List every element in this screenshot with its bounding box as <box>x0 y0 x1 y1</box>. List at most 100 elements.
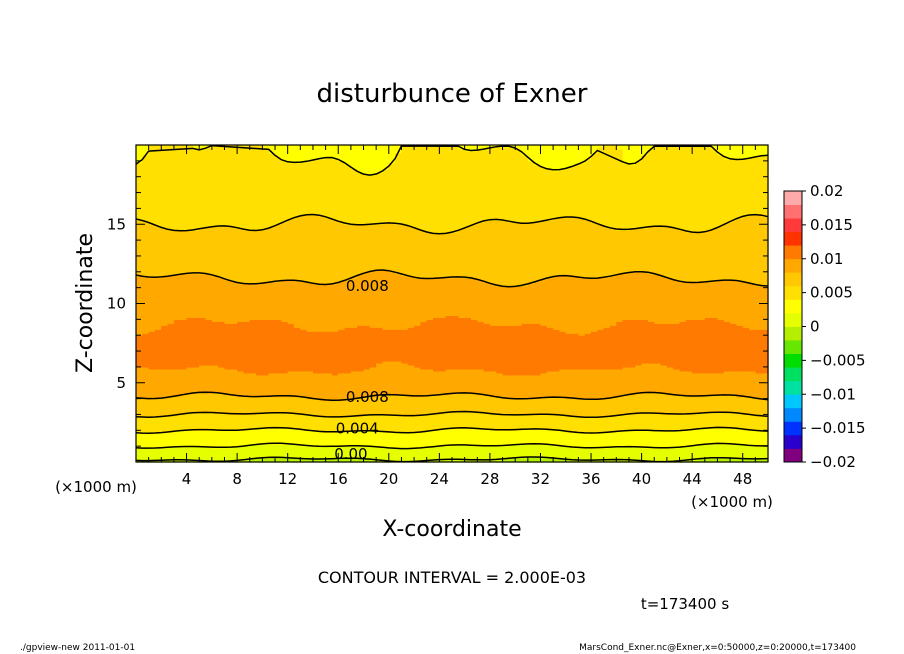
field-cell <box>186 259 194 263</box>
field-cell <box>167 364 175 368</box>
field-cell <box>173 313 181 316</box>
field-cell <box>275 349 282 352</box>
field-cell <box>192 424 200 427</box>
field-cell <box>173 347 181 350</box>
field-cell <box>237 176 245 180</box>
field-cell <box>237 319 245 322</box>
field-cell <box>161 232 169 235</box>
field-cell <box>224 396 232 400</box>
field-cell <box>167 418 175 421</box>
field-cell <box>192 402 200 406</box>
field-cell <box>281 374 289 378</box>
field-cell <box>192 434 200 437</box>
field-cell <box>148 420 156 423</box>
field-cell <box>237 228 245 231</box>
field-cell <box>173 251 181 255</box>
field-cell <box>230 355 238 358</box>
field-cell <box>243 353 251 356</box>
field-cell <box>249 382 257 386</box>
field-cell <box>249 240 257 243</box>
field-cell <box>275 356 282 360</box>
field-cell <box>180 355 188 358</box>
field-cell <box>199 358 207 362</box>
field-cell <box>161 220 169 223</box>
field-cell <box>218 158 226 162</box>
field-cell <box>180 166 188 170</box>
field-cell <box>173 269 181 273</box>
field-cell <box>249 456 257 459</box>
field-cell <box>192 277 200 281</box>
field-cell <box>199 305 207 309</box>
field-cell <box>256 242 263 245</box>
field-cell <box>199 145 207 148</box>
field-cell <box>136 428 143 431</box>
field-cell <box>287 358 295 362</box>
field-cell <box>136 404 143 408</box>
field-cell <box>218 164 226 168</box>
field-cell <box>148 418 156 421</box>
field-cell <box>154 242 162 245</box>
field-cell <box>243 303 251 307</box>
field-cell <box>287 351 295 354</box>
field-cell <box>237 446 245 449</box>
field-cell <box>262 259 270 263</box>
field-cell <box>173 349 181 352</box>
field-cell <box>237 351 245 354</box>
field-cell <box>192 261 200 265</box>
field-cell <box>186 430 194 433</box>
field-cell <box>262 446 270 449</box>
field-cell <box>256 360 263 364</box>
field-cell <box>173 309 181 313</box>
field-cell <box>192 410 200 414</box>
field-cell <box>237 372 245 376</box>
field-cell <box>161 202 169 206</box>
field-cell <box>224 384 232 388</box>
field-cell <box>237 271 245 275</box>
field-cell <box>148 456 156 459</box>
field-cell <box>287 404 295 408</box>
field-cell <box>161 327 169 330</box>
field-cell <box>154 343 162 346</box>
field-cell <box>205 432 213 435</box>
field-cell <box>199 414 207 418</box>
field-cell <box>256 426 263 429</box>
field-cell <box>249 236 257 239</box>
field-cell <box>249 345 257 348</box>
field-cell <box>243 168 251 172</box>
field-cell <box>237 283 245 287</box>
field-cell <box>256 450 263 453</box>
field-cell <box>243 388 251 392</box>
field-cell <box>173 404 181 408</box>
field-cell <box>148 297 156 301</box>
field-cell <box>268 335 276 338</box>
field-cell <box>237 293 245 297</box>
field-cell <box>249 182 257 186</box>
field-cell <box>192 176 200 180</box>
color-field <box>136 145 769 463</box>
field-cell <box>136 166 143 170</box>
field-cell <box>218 351 226 354</box>
field-cell <box>224 202 232 206</box>
field-cell <box>249 244 257 247</box>
field-cell <box>268 194 276 198</box>
field-cell <box>142 236 150 239</box>
field-cell <box>281 380 289 384</box>
field-cell <box>192 380 200 384</box>
field-cell <box>173 259 181 263</box>
field-cell <box>281 406 289 410</box>
field-cell <box>262 428 270 431</box>
field-cell <box>218 188 226 192</box>
field-cell <box>256 388 263 392</box>
field-cell <box>154 206 162 209</box>
field-cell <box>224 303 232 307</box>
field-cell <box>275 154 282 158</box>
field-cell <box>218 452 226 455</box>
field-cell <box>180 353 188 356</box>
field-cell <box>218 380 226 384</box>
field-cell <box>148 390 156 394</box>
field-cell <box>186 406 194 410</box>
field-cell <box>211 198 219 202</box>
field-cell <box>224 269 232 273</box>
field-cell <box>224 394 232 398</box>
field-cell <box>256 230 263 233</box>
